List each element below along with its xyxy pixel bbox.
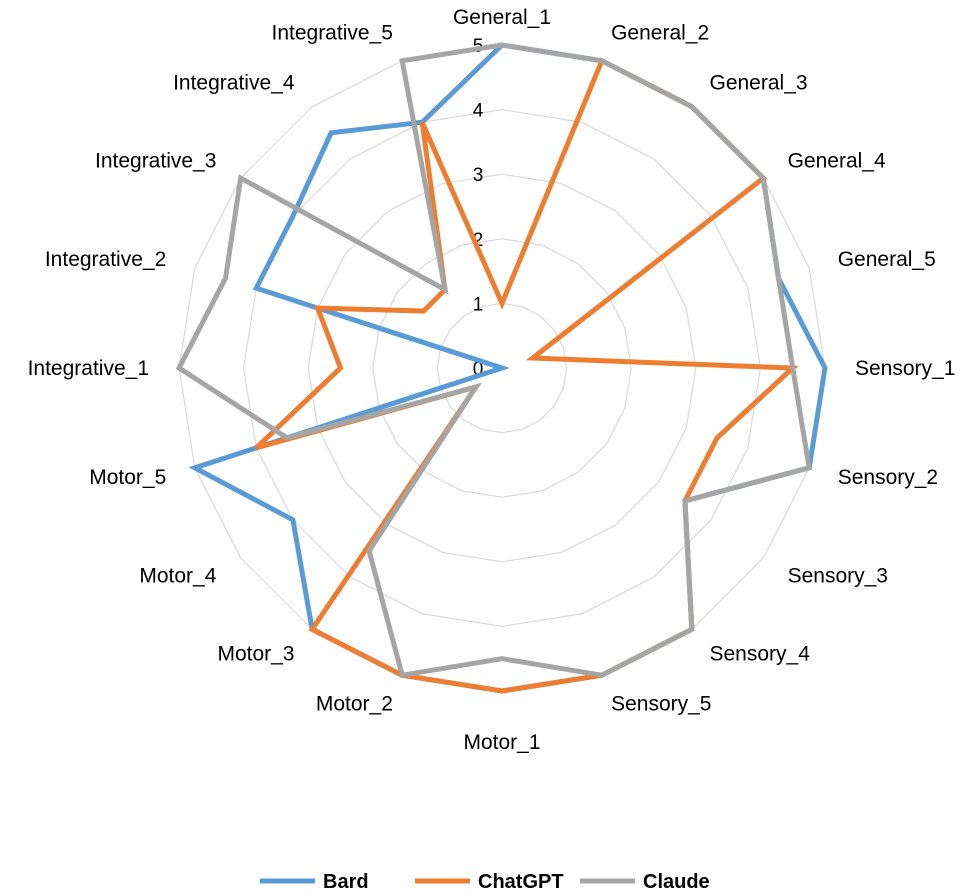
tick-label: 2 xyxy=(473,230,484,251)
tick-label: 3 xyxy=(473,165,484,186)
category-label: Motor_4 xyxy=(139,564,216,587)
category-label: Motor_5 xyxy=(89,466,166,489)
category-label: General_2 xyxy=(611,21,709,44)
category-label: General_3 xyxy=(709,71,807,94)
category-label: Motor_1 xyxy=(463,731,540,754)
grid-ring-3 xyxy=(307,173,697,563)
category-label: General_4 xyxy=(788,150,886,173)
category-label: Integrative_2 xyxy=(45,248,166,271)
category-label: Integrative_4 xyxy=(173,71,295,94)
category-label: Sensory_3 xyxy=(788,564,888,587)
category-label: Sensory_2 xyxy=(838,466,938,489)
category-label: Motor_2 xyxy=(316,693,393,716)
series-line-claude xyxy=(175,42,813,679)
category-label: General_1 xyxy=(453,6,551,29)
series-lines xyxy=(175,42,828,694)
category-label: Sensory_5 xyxy=(611,693,711,716)
category-label: Sensory_4 xyxy=(709,643,810,666)
category-label: Motor_3 xyxy=(217,643,294,666)
legend: Bard ChatGPT Claude xyxy=(260,871,710,893)
category-label: Integrative_3 xyxy=(95,150,216,173)
category-label: Integrative_5 xyxy=(271,21,392,44)
series-line-chatgpt xyxy=(254,57,799,694)
tick-label: 1 xyxy=(473,294,484,315)
tick-label: 4 xyxy=(473,101,484,122)
category-label: Integrative_1 xyxy=(28,357,149,380)
legend-label-claude: Claude xyxy=(643,871,710,893)
category-label: Sensory_1 xyxy=(855,357,955,380)
legend-label-chatgpt: ChatGPT xyxy=(478,871,564,893)
legend-label-bard: Bard xyxy=(323,871,369,893)
category-label: General_5 xyxy=(838,248,936,271)
category-labels: General_1 General_2 General_3 General_4 Gene… xyxy=(28,6,956,754)
tick-label: 0 xyxy=(473,359,484,380)
grid-ring-2 xyxy=(372,238,632,498)
